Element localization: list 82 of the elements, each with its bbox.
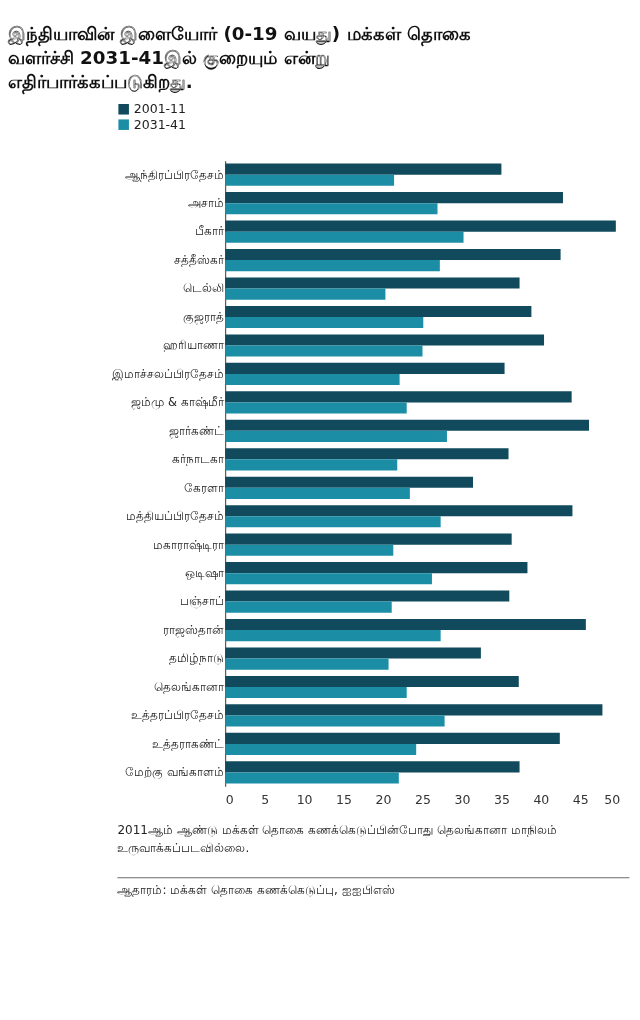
- bar: [225, 430, 447, 442]
- y-tick-label: ஆந்திரப்பிரதேசம்: [124, 167, 224, 182]
- legend-label: 2001-11: [133, 101, 187, 117]
- bar: [225, 732, 560, 744]
- bar: [225, 402, 407, 414]
- y-tick-label: ஒடிஷா: [184, 566, 225, 581]
- bar: [225, 391, 572, 403]
- y-tick-label: குஜராத்: [182, 309, 224, 325]
- bar: [225, 174, 395, 186]
- bar: [225, 362, 505, 374]
- x-tick-label: 10: [296, 792, 313, 808]
- y-tick-label: டெல்லி: [182, 281, 224, 296]
- bar: [225, 345, 423, 357]
- x-tick-label: 20: [375, 792, 392, 808]
- bar: [225, 533, 512, 545]
- bar: [225, 743, 417, 756]
- y-tick-label: இமாச்சலப்பிரதேசம்: [111, 366, 224, 382]
- legend-label: 2031-41: [133, 116, 187, 132]
- y-tick-label: மேற்கு வங்காளம்: [125, 765, 224, 780]
- x-tick-label: 0: [225, 792, 234, 808]
- y-tick-label: ராஜஸ்தான்: [162, 622, 224, 638]
- bar: [225, 675, 519, 687]
- bar: [225, 334, 545, 346]
- bar: [225, 516, 441, 528]
- y-tick-label: ஜம்மு & காஷ்மீர்: [131, 395, 225, 411]
- bar: [225, 448, 509, 460]
- bar: [225, 618, 586, 631]
- y-tick-label: ஜார்கண்ட்: [168, 423, 224, 439]
- bar: [225, 704, 603, 716]
- y-tick-label: ஹரியாணா: [162, 338, 225, 353]
- bar: [225, 562, 528, 574]
- bar: [225, 647, 481, 659]
- bar: [225, 419, 590, 431]
- y-tick-label: தெலங்கானா: [153, 679, 225, 694]
- text: ஆதாரம்: மக்கள் தொகை கணக்கெடுப்பு, ஐஐபிஎஸ்: [117, 883, 395, 898]
- bar: [225, 601, 392, 613]
- bar: [225, 573, 432, 585]
- y-tick-label: பஞ்சாப்: [179, 594, 224, 610]
- y-tick-label: உத்தராகண்ட்: [151, 736, 224, 751]
- bar: [225, 305, 532, 318]
- bar: [225, 772, 399, 784]
- x-tick-label: 25: [415, 792, 431, 808]
- y-tick-label: மகாராஷ்டிரா: [152, 537, 225, 552]
- bar: [225, 220, 616, 232]
- bar: [225, 203, 438, 215]
- bar: [225, 544, 394, 556]
- bar: [225, 658, 389, 670]
- y-tick-label: தமிழ்நாடு: [168, 651, 224, 666]
- bar: [225, 476, 473, 488]
- bar: [225, 248, 561, 261]
- y-tick-label: மத்தியப்பிரதேசம்: [125, 509, 224, 524]
- x-tick-label: 35: [493, 792, 510, 808]
- bar: [225, 715, 445, 727]
- x-tick-label: 5: [261, 792, 270, 808]
- text: 2011ஆம் ஆண்டு மக்கள் தொகை கணக்கெடுப்பின்போது தெலங்கானா மாநிலம் உருவாக்கப்படவில்லை.: [117, 823, 557, 856]
- bar: [225, 373, 400, 386]
- bar: [225, 288, 386, 300]
- x-tick-label: 40: [533, 792, 550, 808]
- y-tick-label: கர்நாடகா: [171, 452, 225, 467]
- bar: [225, 487, 410, 499]
- bar: [225, 687, 407, 699]
- bar: [225, 459, 398, 471]
- bar: [225, 590, 510, 602]
- chart-title: இந்தியாவின் இளையோர் (0-19 வயது) மக்கள் தொகை வளர்ச்சி 2031-41இல் குறையும் என்று எதிர்பார்க்கப்படுகிறது.: [6, 22, 471, 95]
- bar: [225, 260, 440, 272]
- y-tick-label: கேரளா: [183, 480, 225, 495]
- x-tick-label: 30: [454, 792, 471, 808]
- y-tick-label: உத்தரப்பிரதேசம்: [130, 708, 224, 723]
- bar: [225, 192, 563, 204]
- bar: [225, 317, 424, 329]
- bar: [225, 231, 464, 243]
- bar: [225, 163, 502, 175]
- x-tick-label: 15: [336, 792, 353, 808]
- y-tick-label: அசாம்: [187, 196, 224, 211]
- y-tick-label: சத்தீஸ்கர்: [173, 252, 225, 267]
- x-tick-label: 50: [604, 792, 621, 808]
- x-tick-label: 45: [572, 792, 589, 808]
- y-tick-label: பீகார்: [194, 224, 225, 239]
- bar: [225, 277, 520, 289]
- bar: [225, 505, 573, 517]
- bar: [225, 630, 441, 642]
- bar: [225, 761, 520, 773]
